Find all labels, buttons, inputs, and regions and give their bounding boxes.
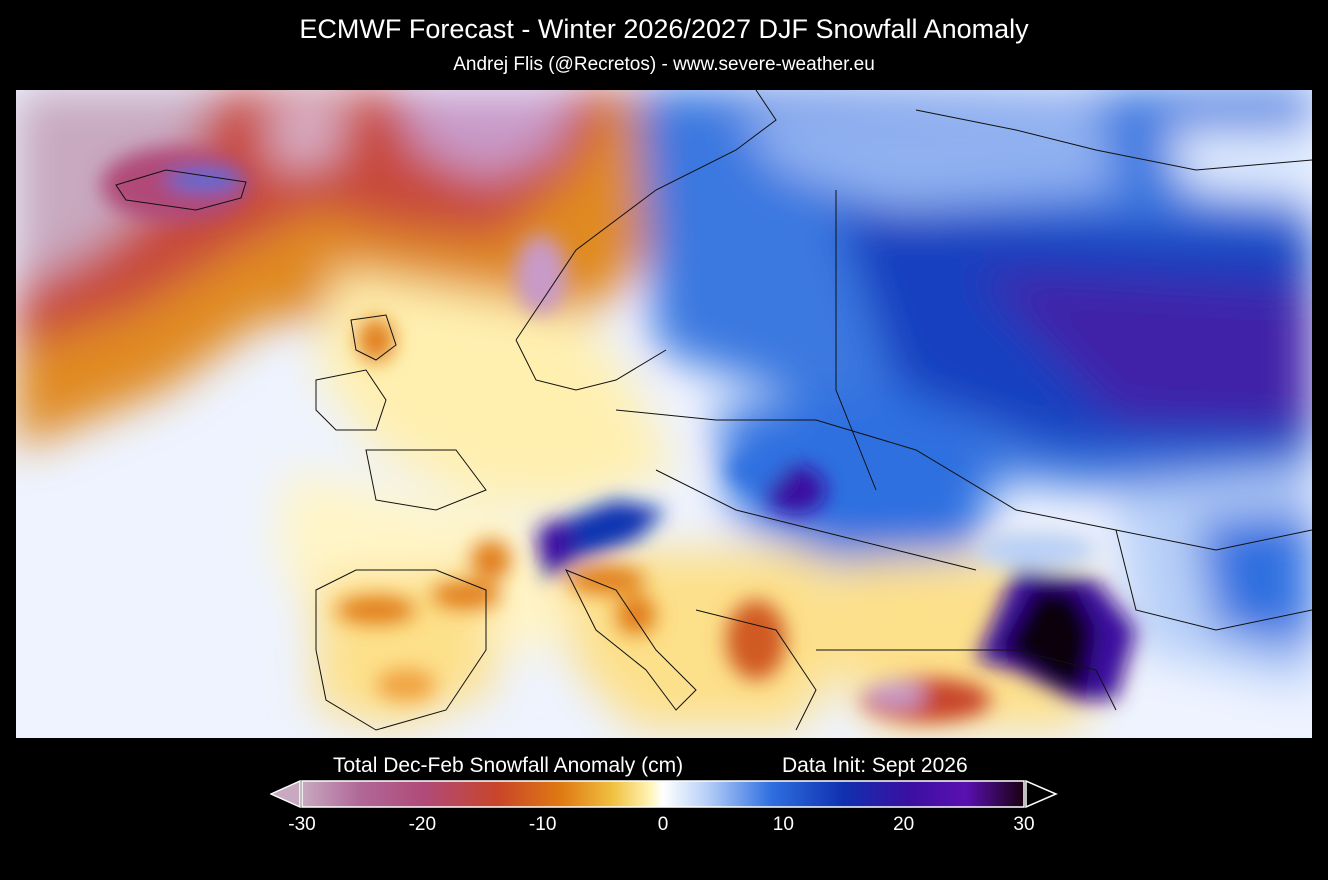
coastlines: [115, 90, 1312, 731]
legend-title: Total Dec-Feb Snowfall Anomaly (cm): [333, 754, 684, 777]
anomaly-highlights: [101, 147, 1136, 722]
data-init-label: Data Init: Sept 2026: [782, 754, 968, 777]
max-extend-arrow-icon: [1025, 779, 1058, 809]
snowfall-anomaly-map: [16, 90, 1312, 738]
colorbar-tick-label: 20: [893, 814, 915, 835]
min-extend-arrow-icon: [270, 779, 301, 809]
colorbar-ticks: -30 -20 -10 0 10 20 30: [0, 814, 1328, 838]
colorbar-tick-label: 10: [772, 814, 794, 835]
map-title: ECMWF Forecast - Winter 2026/2027 DJF Sn…: [299, 14, 1029, 44]
colorbar-tick-label: 30: [1013, 814, 1035, 835]
map-subtitle: Andrej Flis (@Recretos) - www.severe-wea…: [453, 54, 875, 75]
colorbar-tick-label: -20: [408, 814, 437, 835]
colorbar-tick-label: -30: [288, 814, 316, 835]
colorbar-tick-label: 0: [657, 814, 669, 835]
colorbar-tick-label: -10: [528, 814, 557, 835]
colorbar: [270, 779, 1058, 809]
colorbar-gradient: [301, 780, 1025, 808]
